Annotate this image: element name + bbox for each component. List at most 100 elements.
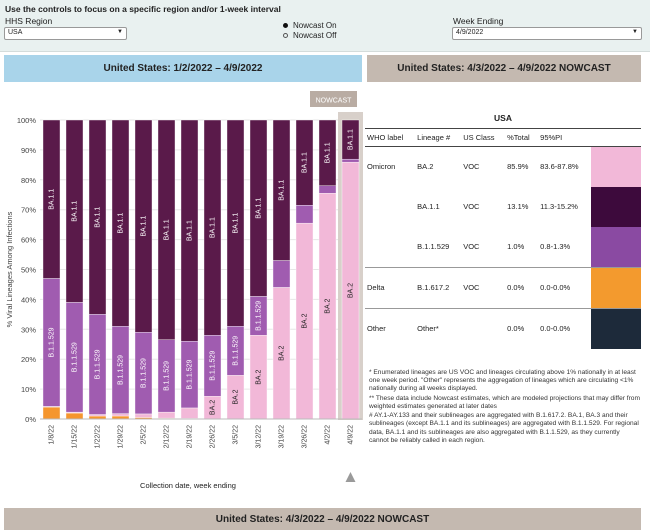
lineage-row: B.1.1.529 VOC 1.0% 0.8-1.3% bbox=[365, 226, 641, 268]
week-ending-label: Week Ending bbox=[453, 16, 504, 26]
bar-segment bbox=[157, 411, 176, 419]
y-tick-label: 40% bbox=[21, 295, 36, 304]
x-axis-label: Collection date, week ending bbox=[140, 481, 236, 490]
lineage-color-cell bbox=[591, 226, 641, 268]
footnote-enumerated: * Enumerated lineages are US VOC and lin… bbox=[369, 369, 636, 393]
bar-segment bbox=[157, 119, 176, 340]
bar-segment-label: B.1.1.529 bbox=[209, 351, 216, 381]
y-tick-label: 80% bbox=[21, 176, 36, 185]
bar-segment-label: BA.1.1 bbox=[186, 220, 193, 241]
bar-segment-label: BA.1.1 bbox=[347, 129, 354, 150]
lineage-percent-total: 0.0% bbox=[505, 267, 539, 309]
lineage-color-swatch bbox=[591, 186, 641, 227]
nowcast-off-label: Nowcast Off bbox=[293, 31, 337, 40]
bar-segment-label: B.1.1.529 bbox=[117, 355, 124, 385]
stacked-bar-chart: 0% 10% 20% 30% 40% 50% 60% 70% 80% 90% 100% NOWCAST… bbox=[5, 91, 363, 490]
lineage-prediction-interval: 11.3-15.2% bbox=[540, 202, 578, 211]
bar-segment-label: BA.2 bbox=[301, 313, 308, 328]
bar-segment bbox=[341, 119, 360, 160]
bar-segment-label: B.1.1.529 bbox=[48, 327, 55, 357]
bar-segment bbox=[111, 119, 130, 327]
bar-segment-label: B.1.1.529 bbox=[71, 342, 78, 372]
table-region-title: USA bbox=[365, 107, 641, 129]
bar-segment bbox=[65, 119, 84, 303]
bar-segment-label: BA.1.1 bbox=[94, 207, 101, 228]
nowcast-marker-icon bbox=[345, 472, 356, 482]
lineage-name: B.1.617.2 bbox=[415, 267, 462, 309]
lineage-color-swatch bbox=[591, 267, 641, 308]
lineage-prediction-interval: 0.0-0.0% bbox=[538, 267, 591, 309]
bar-segment-label: B.1.1.529 bbox=[94, 349, 101, 379]
lineage-us-class: VOC bbox=[461, 267, 506, 309]
header-who-label: WHO label bbox=[365, 129, 416, 147]
lineage-row: Other Other* 0.0% 0.0-0.0% bbox=[365, 308, 641, 349]
bar-segment-label: BA.1.1 bbox=[140, 216, 147, 237]
y-tick-label: 0% bbox=[25, 415, 36, 424]
radio-selected-icon bbox=[283, 23, 288, 28]
chevron-down-icon: ▼ bbox=[632, 29, 638, 35]
y-tick-label: 10% bbox=[21, 385, 36, 394]
bottom-nowcast-banner: United States: 4/3/2022 – 4/9/2022 NOWCA… bbox=[4, 508, 641, 530]
bar-segment bbox=[180, 407, 199, 419]
y-tick-label: 20% bbox=[21, 355, 36, 364]
bar-segment bbox=[180, 119, 199, 342]
table-header-row: WHO label Lineage # US Class %Total 95%P… bbox=[365, 129, 641, 147]
footnote-aggregation: # AY.1-AY.133 and their sublineages are … bbox=[369, 412, 639, 444]
bar-segment bbox=[42, 119, 61, 279]
controls-instructions: Use the controls to focus on a specific … bbox=[5, 4, 281, 14]
hhs-region-label: HHS Region bbox=[5, 16, 53, 26]
lineage-color-cell bbox=[591, 186, 641, 227]
bar-segment-label: BA.1.1 bbox=[209, 217, 216, 238]
lineage-us-class: VOC bbox=[463, 162, 480, 171]
y-axis-label: % Viral Lineages Among Infections bbox=[5, 211, 14, 327]
bar-segment bbox=[134, 119, 153, 333]
bar-segment-label: BA.1.1 bbox=[301, 152, 308, 173]
lineage-prediction-interval: 0.8-1.3% bbox=[538, 226, 591, 268]
lineage-percent-total: 0.0% bbox=[507, 324, 525, 333]
nowcast-off-radio[interactable]: Nowcast Off bbox=[283, 31, 336, 40]
bar-segment-label: BA.1.1 bbox=[71, 201, 78, 222]
lineage-name: Other* bbox=[417, 324, 439, 333]
lineage-who-label: Other bbox=[367, 324, 386, 333]
bar-segment bbox=[111, 413, 130, 417]
lineage-prediction-interval: 0.0-0.0% bbox=[540, 324, 571, 333]
x-tick-label: 2/12/22 bbox=[163, 425, 170, 448]
footnote-nowcast: ** These data include Nowcast estimates,… bbox=[369, 394, 640, 410]
y-tick-label: 90% bbox=[21, 146, 36, 155]
lineage-prediction-interval: 83.6-87.8% bbox=[540, 162, 579, 171]
bar-segment-label: B.1.1.529 bbox=[186, 360, 193, 390]
bar-segment bbox=[249, 119, 268, 297]
header-color bbox=[591, 129, 641, 147]
x-tick-label: 4/9/22 bbox=[347, 425, 354, 445]
lineage-percent-total: 13.1% bbox=[507, 202, 529, 211]
hhs-region-select[interactable]: USA ▼ bbox=[4, 27, 127, 40]
bar-segment-label: B.1.1.529 bbox=[140, 358, 147, 388]
bar-segment-label: B.1.1.529 bbox=[255, 301, 262, 331]
week-ending-select[interactable]: 4/9/2022 ▼ bbox=[452, 27, 642, 40]
x-tick-label: 1/22/22 bbox=[94, 425, 101, 448]
bar-segment-label: BA.1.1 bbox=[48, 189, 55, 210]
bar-segment-label: BA.1.1 bbox=[278, 180, 285, 201]
nowcast-on-radio[interactable]: Nowcast On bbox=[283, 21, 337, 30]
bar-segment-label: BA.1.1 bbox=[324, 142, 331, 163]
x-tick-label: 3/26/22 bbox=[301, 425, 308, 448]
bar-segment-label: BA.2 bbox=[278, 346, 285, 361]
bar-segment-label: BA.1.1 bbox=[163, 219, 170, 240]
bar-segment-label: BA.2 bbox=[347, 283, 354, 298]
chevron-down-icon: ▼ bbox=[117, 29, 123, 35]
header-us-class: US Class bbox=[461, 129, 506, 147]
bar-segment-label: BA.2 bbox=[324, 298, 331, 313]
lineage-name: BA.2 bbox=[417, 162, 434, 171]
bar-segment bbox=[341, 158, 360, 163]
lineage-name: B.1.1.529 bbox=[415, 226, 462, 268]
chart-period-banner: United States: 1/2/2022 – 4/9/2022 bbox=[4, 55, 362, 82]
lineage-us-class bbox=[461, 308, 505, 349]
y-tick-label: 60% bbox=[21, 236, 36, 245]
x-tick-label: 2/5/22 bbox=[140, 425, 147, 445]
hhs-region-value: USA bbox=[8, 29, 23, 36]
lineage-who-label bbox=[365, 226, 416, 268]
lineage-who-label: Omicron bbox=[367, 162, 396, 171]
bar-segment bbox=[88, 414, 107, 417]
lineage-us-class: VOC bbox=[463, 202, 480, 211]
lineage-who-label: Delta bbox=[365, 267, 416, 309]
